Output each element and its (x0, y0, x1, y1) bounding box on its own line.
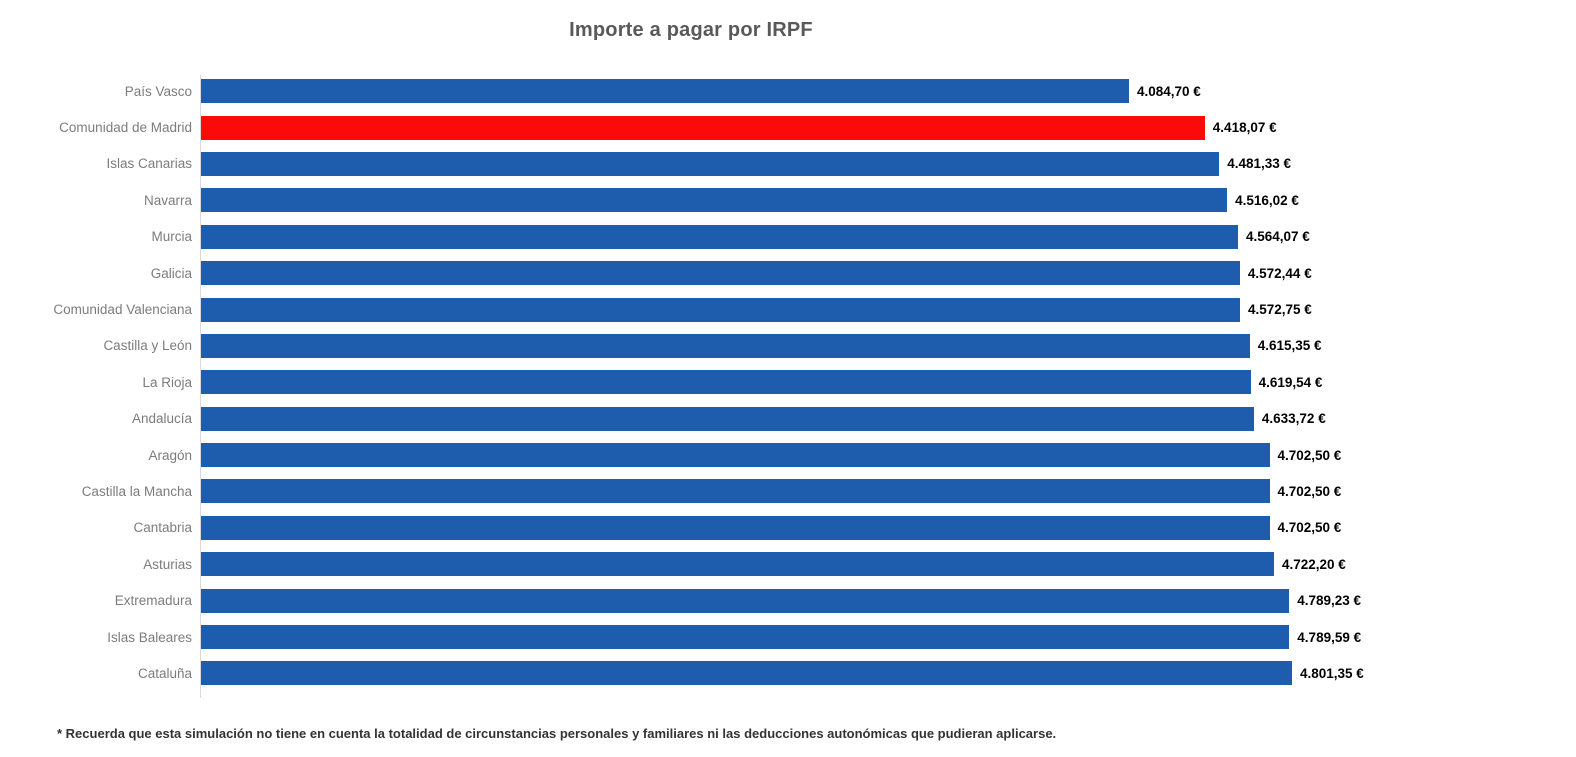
category-label: Murcia (151, 229, 192, 245)
category-label: Comunidad de Madrid (59, 120, 192, 136)
bar[interactable] (200, 661, 1292, 686)
category-label: Aragón (148, 447, 192, 463)
bar-track: 4.702,50 € (200, 510, 1382, 546)
bar-track: 4.789,23 € (200, 582, 1382, 618)
bar-row: La Rioja 4.619,54 € (0, 364, 1382, 400)
value-label: 4.084,70 € (1137, 83, 1201, 99)
bar-rows: País Vasco 4.084,70 € Comunidad de Madri… (0, 73, 1382, 692)
bar-track: 4.572,44 € (200, 255, 1382, 291)
bar-row: Extremadura 4.789,23 € (0, 582, 1382, 618)
bar[interactable] (200, 625, 1290, 650)
bar-row: Andalucía 4.633,72 € (0, 401, 1382, 437)
bar[interactable] (200, 588, 1290, 613)
value-label: 4.633,72 € (1261, 411, 1326, 427)
value-label: 4.702,50 € (1277, 520, 1342, 536)
bar[interactable] (200, 443, 1270, 468)
bar-row: Navarra 4.516,02 € (0, 182, 1382, 218)
value-label: 4.572,75 € (1248, 302, 1312, 318)
bar-row: Cataluña 4.801,35 € (0, 655, 1382, 691)
bar-row: Islas Baleares 4.789,59 € (0, 619, 1382, 655)
value-label: 4.722,20 € (1282, 556, 1346, 572)
chart-title: Importe a pagar por IRPF (569, 19, 813, 41)
bar-row: Murcia 4.564,07 € (0, 219, 1382, 255)
category-label: La Rioja (142, 374, 192, 390)
bar-track: 4.516,02 € (200, 182, 1382, 218)
value-label: 4.789,59 € (1297, 629, 1362, 645)
bar-track: 4.633,72 € (200, 401, 1382, 437)
bar-row: País Vasco 4.084,70 € (0, 73, 1382, 109)
category-label: Navarra (143, 192, 192, 208)
bar-row: Castilla y León 4.615,35 € (0, 328, 1382, 364)
value-label: 4.702,50 € (1277, 447, 1342, 463)
value-label: 4.702,50 € (1277, 483, 1342, 499)
bar-track: 4.702,50 € (200, 437, 1382, 473)
category-label: Islas Canarias (106, 156, 192, 172)
category-label: Galicia (150, 265, 192, 281)
bar[interactable] (200, 188, 1228, 213)
bar-track: 4.572,75 € (200, 291, 1382, 327)
category-label: Comunidad Valenciana (53, 302, 192, 318)
bar-row: Islas Canarias 4.481,33 € (0, 146, 1382, 182)
bar-track: 4.481,33 € (200, 146, 1382, 182)
bar-track: 4.801,35 € (200, 655, 1382, 691)
category-label: País Vasco (124, 83, 192, 99)
bar-track: 4.564,07 € (200, 219, 1382, 255)
bar[interactable] (200, 406, 1254, 431)
bar-row: Aragón 4.702,50 € (0, 437, 1382, 473)
bar[interactable] (200, 515, 1270, 540)
value-label: 4.801,35 € (1300, 665, 1364, 681)
bar-row: Cantabria 4.702,50 € (0, 510, 1382, 546)
bar-track: 4.619,54 € (200, 364, 1382, 400)
bar[interactable] (200, 79, 1129, 104)
category-label: Cataluña (137, 665, 192, 681)
bar-track: 4.084,70 € (200, 73, 1382, 109)
bar-row: Asturias 4.722,20 € (0, 546, 1382, 582)
category-label: Castilla la Mancha (81, 483, 192, 499)
bar[interactable] (200, 115, 1205, 140)
bar[interactable] (200, 552, 1274, 577)
bar-row: Castilla la Mancha 4.702,50 € (0, 473, 1382, 509)
bar[interactable] (200, 479, 1270, 504)
value-label: 4.789,23 € (1297, 593, 1361, 609)
irpf-bar-chart: Importe a pagar por IRPF País Vasco 4.08… (0, 19, 1382, 741)
category-label: Islas Baleares (107, 629, 192, 645)
category-label: Extremadura (114, 593, 192, 609)
bar[interactable] (200, 333, 1250, 358)
value-label: 4.572,44 € (1247, 265, 1312, 281)
value-label: 4.564,07 € (1246, 229, 1310, 245)
bar[interactable] (200, 224, 1238, 249)
value-label: 4.418,07 € (1212, 120, 1277, 136)
bar-row: Galicia 4.572,44 € (0, 255, 1382, 291)
bar-row: Comunidad de Madrid 4.418,07 € (0, 109, 1382, 145)
category-label: Castilla y León (103, 338, 192, 354)
value-label: 4.619,54 € (1258, 374, 1323, 390)
category-label: Andalucía (131, 411, 192, 427)
bar-track: 4.702,50 € (200, 473, 1382, 509)
value-label: 4.516,02 € (1235, 192, 1299, 208)
bar[interactable] (200, 297, 1240, 322)
bar-row: Comunidad Valenciana 4.572,75 € (0, 291, 1382, 327)
y-axis-line (200, 75, 201, 698)
bar-track: 4.418,07 € (200, 109, 1382, 145)
bar[interactable] (200, 151, 1220, 176)
bar-track: 4.722,20 € (200, 546, 1382, 582)
bar-track: 4.789,59 € (200, 619, 1382, 655)
bar[interactable] (200, 261, 1240, 286)
plot-area: País Vasco 4.084,70 € Comunidad de Madri… (0, 73, 1382, 698)
value-label: 4.481,33 € (1227, 156, 1291, 172)
footnote: * Recuerda que esta simulación no tiene … (57, 726, 1057, 741)
bar[interactable] (200, 370, 1251, 395)
category-label: Cantabria (133, 520, 192, 536)
category-label: Asturias (143, 556, 192, 572)
value-label: 4.615,35 € (1257, 338, 1322, 354)
bar-track: 4.615,35 € (200, 328, 1382, 364)
